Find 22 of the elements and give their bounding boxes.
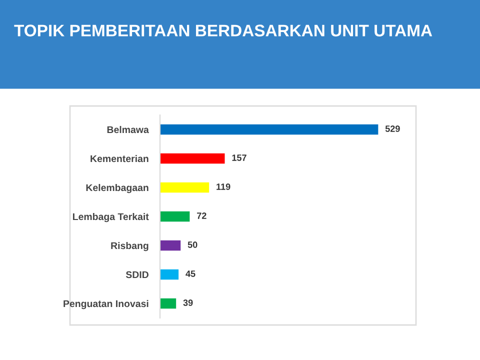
chart-title: TOPIK PEMBERITAAN BERDASARKAN UNIT UTAMA — [14, 24, 432, 36]
bar — [160, 153, 225, 164]
data-label: 529 — [385, 126, 400, 132]
y-tick-label: Kelembagaan — [86, 184, 148, 194]
y-tick-label: Risbang — [111, 242, 148, 252]
data-label: 119 — [216, 184, 230, 190]
bar — [160, 240, 181, 251]
y-tick-label: Penguatan Inovasi — [64, 300, 148, 310]
bar — [160, 298, 176, 309]
data-label: 45 — [186, 270, 196, 277]
y-tick-label: Kementerian — [90, 154, 148, 162]
data-label: 39 — [183, 300, 193, 306]
bar — [160, 211, 190, 222]
data-label: 72 — [197, 212, 206, 219]
y-tick-label: Belmawa — [107, 126, 149, 134]
bar — [160, 269, 179, 280]
bar — [160, 124, 378, 135]
data-label: 157 — [232, 154, 246, 161]
data-label: 50 — [188, 242, 198, 248]
y-tick-label: SDID — [126, 271, 148, 278]
y-tick-label: Lembaga Terkait — [72, 212, 149, 222]
bar — [160, 182, 210, 193]
